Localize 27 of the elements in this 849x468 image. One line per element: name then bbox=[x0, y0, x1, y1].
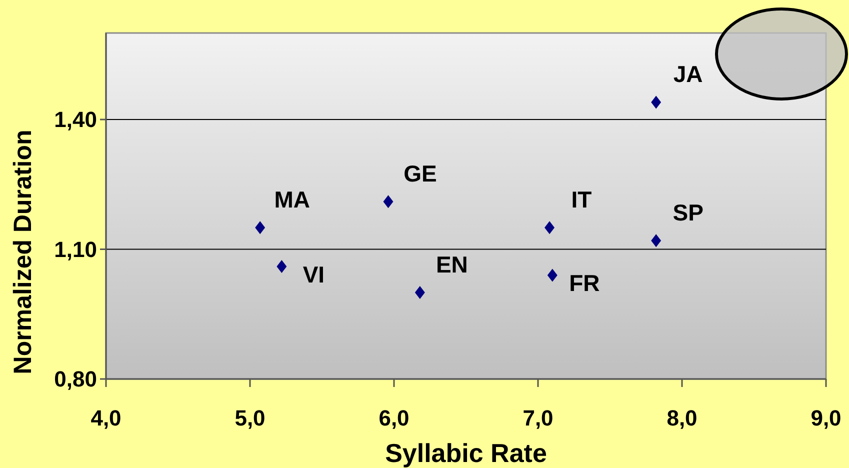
data-label: EN bbox=[436, 252, 468, 278]
data-label: VI bbox=[302, 262, 325, 288]
point bbox=[255, 221, 266, 234]
data-label: FR bbox=[569, 270, 600, 296]
point bbox=[544, 221, 555, 234]
data-label: MA bbox=[274, 186, 310, 213]
x-tick-label: 5,0 bbox=[234, 406, 266, 430]
x-axis-title: Syllabic Rate bbox=[385, 438, 547, 468]
data-label: GE bbox=[404, 160, 437, 187]
data-label: SP bbox=[672, 200, 704, 226]
data-label: IT bbox=[571, 186, 592, 213]
y-tick-label: 0,80 bbox=[54, 366, 97, 392]
x-tick-label: 9,0 bbox=[810, 406, 842, 430]
point bbox=[276, 260, 287, 274]
x-tick-label: 8,0 bbox=[666, 406, 698, 430]
x-tick-label: 7,0 bbox=[522, 406, 554, 430]
point bbox=[651, 234, 662, 248]
point bbox=[383, 195, 394, 208]
x-tick-label: 6,0 bbox=[378, 406, 410, 430]
y-tick-label: 1,40 bbox=[54, 107, 97, 132]
y-tick-label: 1,10 bbox=[54, 236, 97, 262]
point bbox=[651, 96, 662, 109]
point bbox=[547, 268, 558, 282]
point bbox=[414, 286, 425, 299]
y-axis-title: Normalized Duration bbox=[9, 130, 37, 374]
x-tick-label: 4,0 bbox=[90, 406, 122, 430]
data-label: JA bbox=[673, 61, 703, 88]
